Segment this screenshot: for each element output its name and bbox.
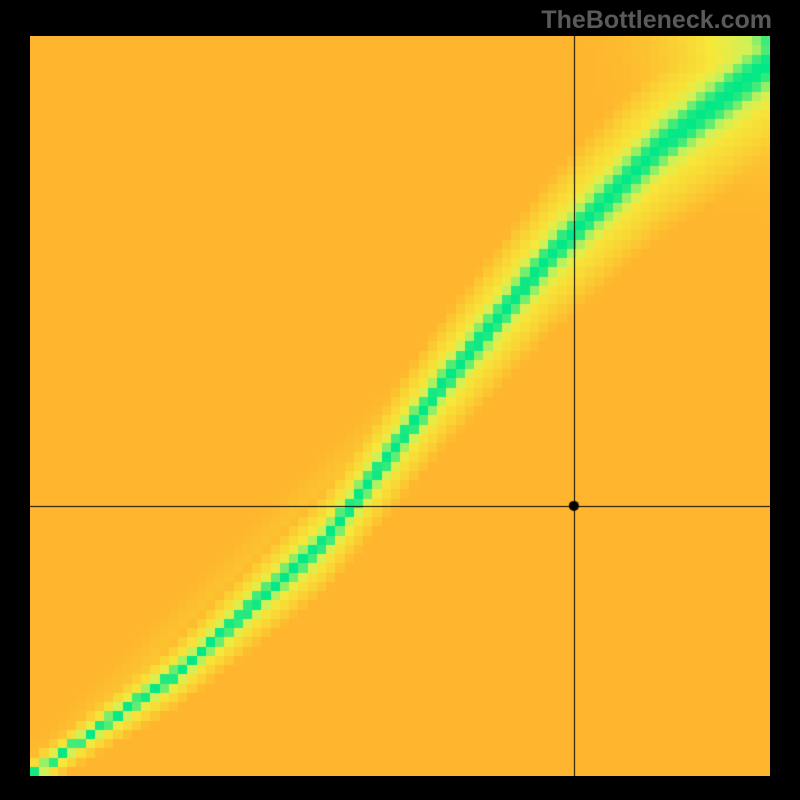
watermark-text: TheBottleneck.com bbox=[541, 6, 772, 35]
bottleneck-heatmap bbox=[30, 36, 770, 776]
chart-container: TheBottleneck.com bbox=[0, 0, 800, 800]
